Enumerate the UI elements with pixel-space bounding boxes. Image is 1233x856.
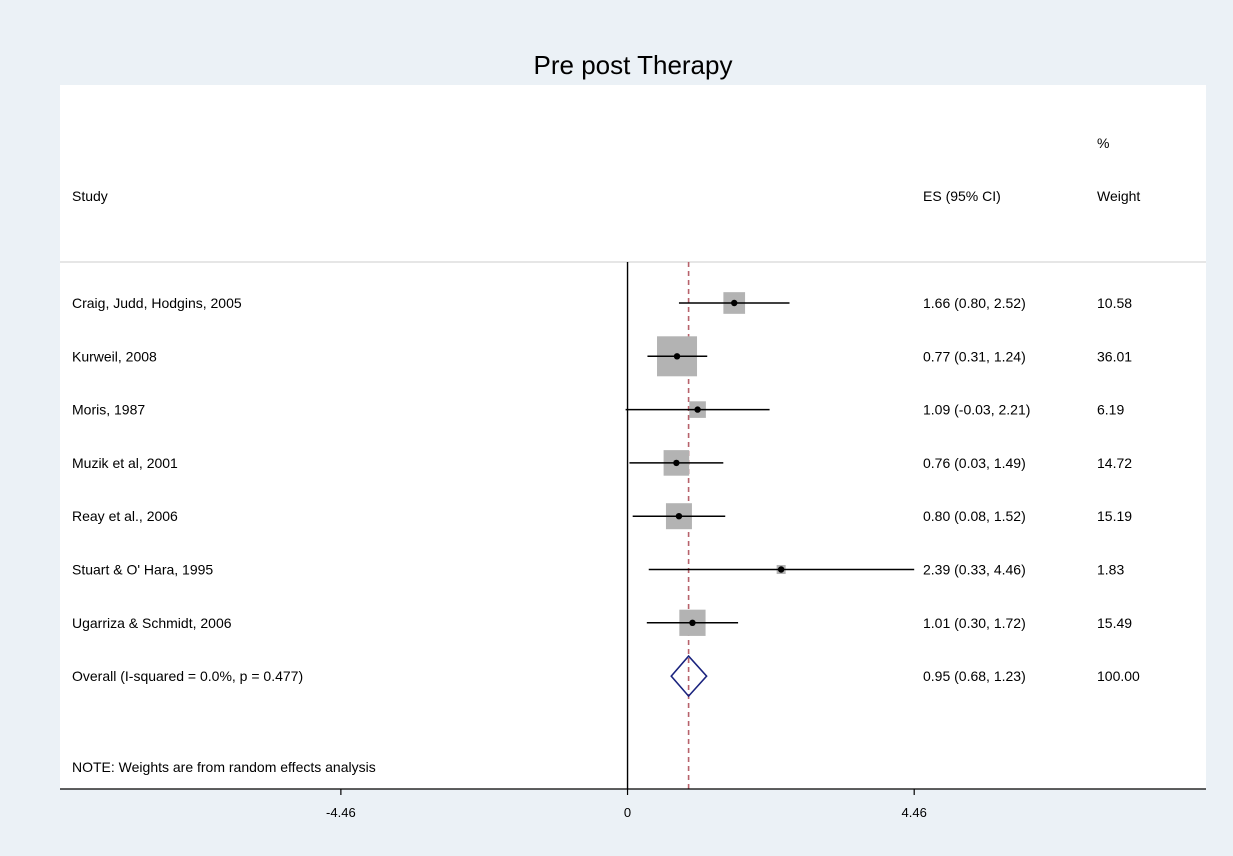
study-es-ci-text: 2.39 (0.33, 4.46) [923, 562, 1026, 578]
study-point-estimate [694, 406, 701, 413]
x-axis-tick-label: -4.46 [326, 805, 356, 820]
weight-column-header: Weight [1097, 188, 1140, 204]
study-es-ci-text: 1.09 (-0.03, 2.21) [923, 402, 1030, 418]
x-axis-ticks: -4.46 0 4.46 [326, 789, 927, 820]
study-label: Stuart & O' Hara, 1995 [72, 562, 213, 578]
x-axis-tick-label: 0 [624, 805, 631, 820]
study-es-ci-text: 1.66 (0.80, 2.52) [923, 295, 1026, 311]
study-label: Muzik et al, 2001 [72, 455, 178, 471]
study-label: Reay et al., 2006 [72, 508, 178, 524]
study-point-estimate [777, 566, 785, 573]
study-weight-text: 10.58 [1097, 295, 1132, 311]
overall-es-ci-text: 0.95 (0.68, 1.23) [923, 668, 1026, 684]
study-point-estimate [675, 513, 683, 520]
study-label: Moris, 1987 [72, 402, 145, 418]
overall-label: Overall (I-squared = 0.0%, p = 0.477) [72, 668, 303, 684]
x-axis-tick-label: 4.46 [902, 805, 927, 820]
study-weight-text: 6.19 [1097, 402, 1124, 418]
study-point-estimate [731, 299, 738, 307]
study-point-estimate [689, 619, 696, 626]
study-weight-text: 14.72 [1097, 455, 1132, 471]
study-weight-text: 15.19 [1097, 508, 1132, 524]
overall-diamond [670, 654, 708, 698]
study-es-ci-text: 0.77 (0.31, 1.24) [923, 348, 1026, 364]
study-column-header: Study [72, 188, 108, 204]
study-point-estimate [673, 459, 680, 467]
study-weight-text: 36.01 [1097, 348, 1132, 364]
weight-column-header-percent: % [1097, 135, 1109, 151]
study-es-ci-text: 0.80 (0.08, 1.52) [923, 508, 1026, 524]
chart-title: Pre post Therapy [534, 50, 733, 80]
study-weight-text: 15.49 [1097, 615, 1132, 631]
weights-note: NOTE: Weights are from random effects an… [72, 759, 376, 775]
study-label: Kurweil, 2008 [72, 348, 157, 364]
plot-area [60, 85, 1206, 789]
forest-marks: Craig, Judd, Hodgins, 2005 1.66 (0.80, 2.… [72, 262, 1140, 789]
study-es-ci-text: 0.76 (0.03, 1.49) [923, 455, 1026, 471]
study-weight-text: 1.83 [1097, 562, 1124, 578]
study-label: Ugarriza & Schmidt, 2006 [72, 615, 232, 631]
overall-weight-text: 100.00 [1097, 668, 1140, 684]
study-point-estimate [673, 353, 681, 360]
es-column-header: ES (95% CI) [923, 188, 1001, 204]
study-label: Craig, Judd, Hodgins, 2005 [72, 295, 242, 311]
study-es-ci-text: 1.01 (0.30, 1.72) [923, 615, 1026, 631]
